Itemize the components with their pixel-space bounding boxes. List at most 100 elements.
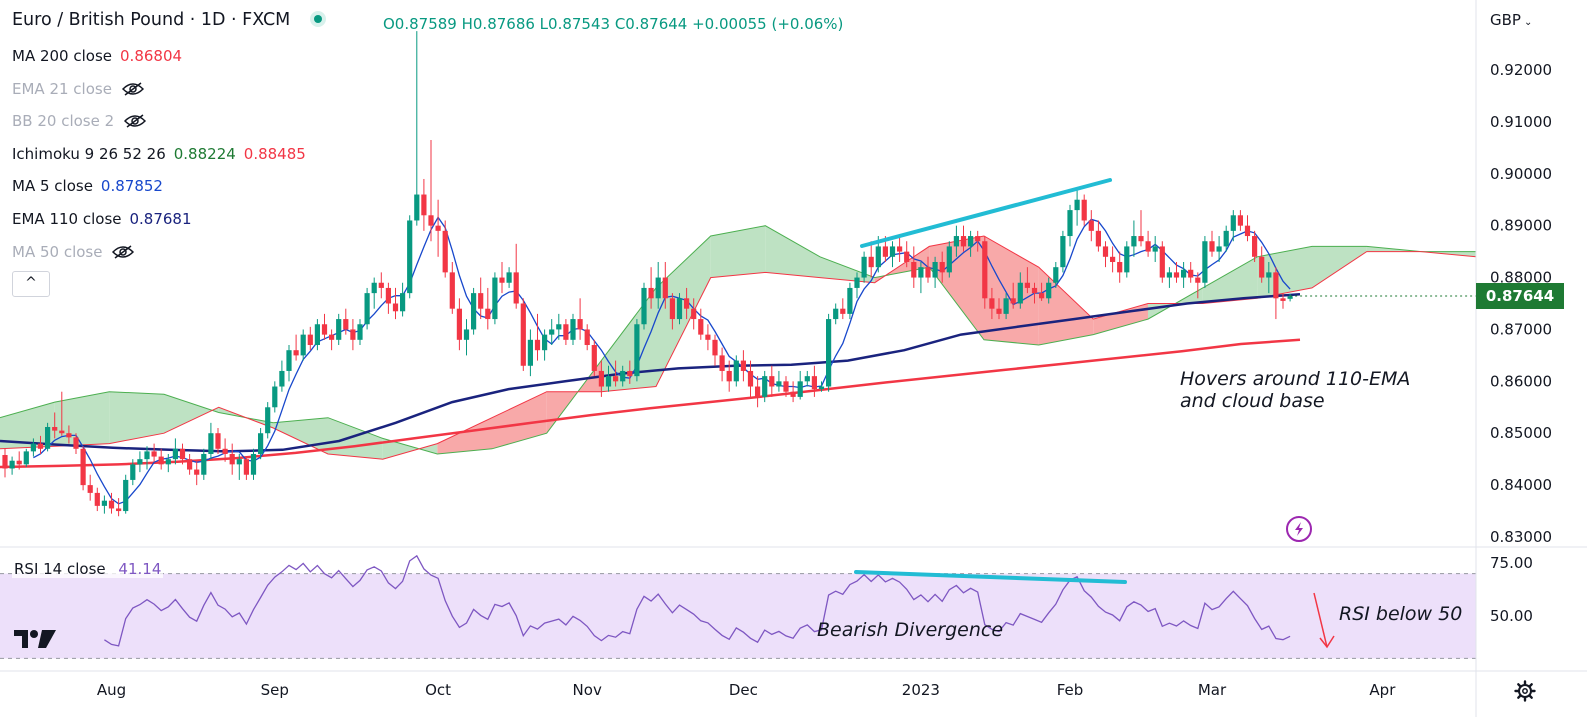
rsi-band: [0, 573, 1476, 659]
candle-body: [350, 329, 356, 340]
cloud-segment: [765, 225, 820, 278]
rsi-legend[interactable]: RSI 14 close 41.14: [12, 560, 164, 578]
hidden-eye-icon[interactable]: [102, 243, 135, 261]
symbol-title[interactable]: Euro / British Pound · 1D · FXCM: [12, 10, 326, 30]
legend-value-2: 0.88485: [243, 145, 306, 163]
lightning-bolt: [1295, 522, 1303, 536]
collapse-legend-button[interactable]: ^: [12, 271, 50, 297]
symbol-label[interactable]: Euro / British Pound · 1D · FXCM: [12, 10, 291, 30]
candle-body: [392, 303, 399, 312]
candle-body: [116, 508, 122, 512]
legend-row-ma-50-close[interactable]: MA 50 close: [12, 243, 135, 261]
candle-body: [705, 334, 711, 340]
candle-body: [385, 287, 391, 304]
legend-label: EMA 110 close: [12, 210, 122, 228]
candle-body: [889, 246, 896, 257]
candle-body: [989, 298, 995, 309]
cloud-segment: [1038, 267, 1094, 346]
candle-body: [584, 329, 590, 346]
candle-body: [16, 460, 22, 465]
candle-body: [151, 451, 157, 457]
candle-body: [499, 277, 505, 283]
price-tick-label: 0.87000: [1490, 320, 1552, 338]
candle-body: [279, 370, 285, 387]
candle-body: [1039, 293, 1045, 299]
settings-gear-icon[interactable]: [1514, 680, 1536, 702]
hidden-eye-icon[interactable]: [114, 112, 147, 130]
time-tick-label: Apr: [1369, 681, 1396, 699]
legend-row-ichimoku-9-26-52-26[interactable]: Ichimoku 9 26 52 26 0.88224 0.88485: [12, 145, 306, 163]
candle-body: [762, 376, 768, 397]
candle-body: [946, 246, 952, 273]
candle-body: [229, 453, 235, 465]
candle-body: [634, 324, 640, 377]
candle-body: [818, 386, 825, 390]
candle-body: [996, 308, 1002, 314]
candle-body: [414, 194, 420, 221]
hidden-eye-icon[interactable]: [112, 80, 144, 98]
rsi-arrow-head: [1319, 635, 1335, 649]
candle-body: [87, 485, 93, 493]
candle-body: [1124, 246, 1130, 273]
event-lightning-icon: [1286, 516, 1312, 542]
candle-body: [556, 324, 562, 330]
rsi-legend-label: RSI 14 close: [14, 560, 106, 578]
candle-body: [662, 277, 668, 299]
candle-body: [669, 298, 675, 320]
candle-body: [222, 448, 228, 454]
candle-body: [975, 236, 981, 242]
candle-body: [30, 443, 36, 452]
candle-body: [797, 381, 803, 397]
candle-body: [45, 426, 51, 449]
candle-body: [1145, 241, 1151, 252]
candle-body: [534, 339, 541, 351]
candle-body: [904, 251, 910, 262]
cloud-segment: [382, 438, 438, 460]
candle-body: [336, 319, 342, 340]
legend-label: MA 200 close: [12, 47, 113, 65]
legend-row-ema-110-close[interactable]: EMA 110 close 0.87681: [12, 210, 192, 228]
legend-label: BB 20 close 2: [12, 112, 115, 130]
ohlc-values: O0.87589 H0.87686 L0.87543 C0.87644 +0.0…: [383, 15, 844, 33]
cloud-segment: [1312, 246, 1367, 288]
candle-body: [1031, 287, 1038, 294]
candle-body: [1237, 215, 1243, 226]
legend-row-ma-200-close[interactable]: MA 200 close 0.86804: [12, 47, 182, 65]
candle-body: [144, 451, 150, 460]
time-tick-label: 2023: [902, 681, 940, 699]
time-tick-label: Nov: [573, 681, 602, 699]
price-tick-label: 0.89000: [1490, 217, 1552, 235]
candle-body: [605, 376, 612, 387]
candle-body: [676, 298, 683, 320]
rsi-tick-label: 75.00: [1490, 554, 1533, 572]
legend-row-bb-20-close-2[interactable]: BB 20 close 2: [12, 112, 147, 130]
candle-body: [882, 246, 888, 257]
candle-body: [1095, 230, 1101, 247]
candle-body: [428, 215, 434, 226]
candlesticks: [2, 31, 1293, 517]
candle-body: [698, 319, 704, 335]
candle-body: [811, 376, 817, 390]
candle-body: [897, 246, 903, 252]
candle-body: [1266, 272, 1272, 278]
price-tick-label: 0.88000: [1490, 269, 1552, 287]
legend-row-ema-21-close[interactable]: EMA 21 close: [12, 80, 144, 98]
candle-body: [1046, 282, 1052, 299]
legend-row-ma-5-close[interactable]: MA 5 close 0.87852: [12, 177, 163, 195]
time-tick-label: Mar: [1198, 681, 1227, 699]
tradingview-logo-icon[interactable]: [14, 628, 58, 650]
candle-body: [591, 345, 597, 371]
candle-body: [1159, 246, 1165, 278]
candle-body: [158, 456, 164, 465]
candle-body: [23, 451, 29, 465]
candle-body: [123, 479, 129, 512]
currency-label: GBP: [1490, 11, 1521, 29]
rsi-legend-value: 41.14: [118, 560, 162, 578]
cloud-segment: [710, 225, 766, 278]
currency-selector[interactable]: GBP ⌄: [1490, 11, 1532, 29]
candle-body: [179, 448, 186, 460]
candle-body: [272, 386, 278, 408]
candle-body: [1273, 272, 1279, 299]
ema-annotation: Hovers around 110-EMA and cloud base: [1180, 368, 1410, 412]
